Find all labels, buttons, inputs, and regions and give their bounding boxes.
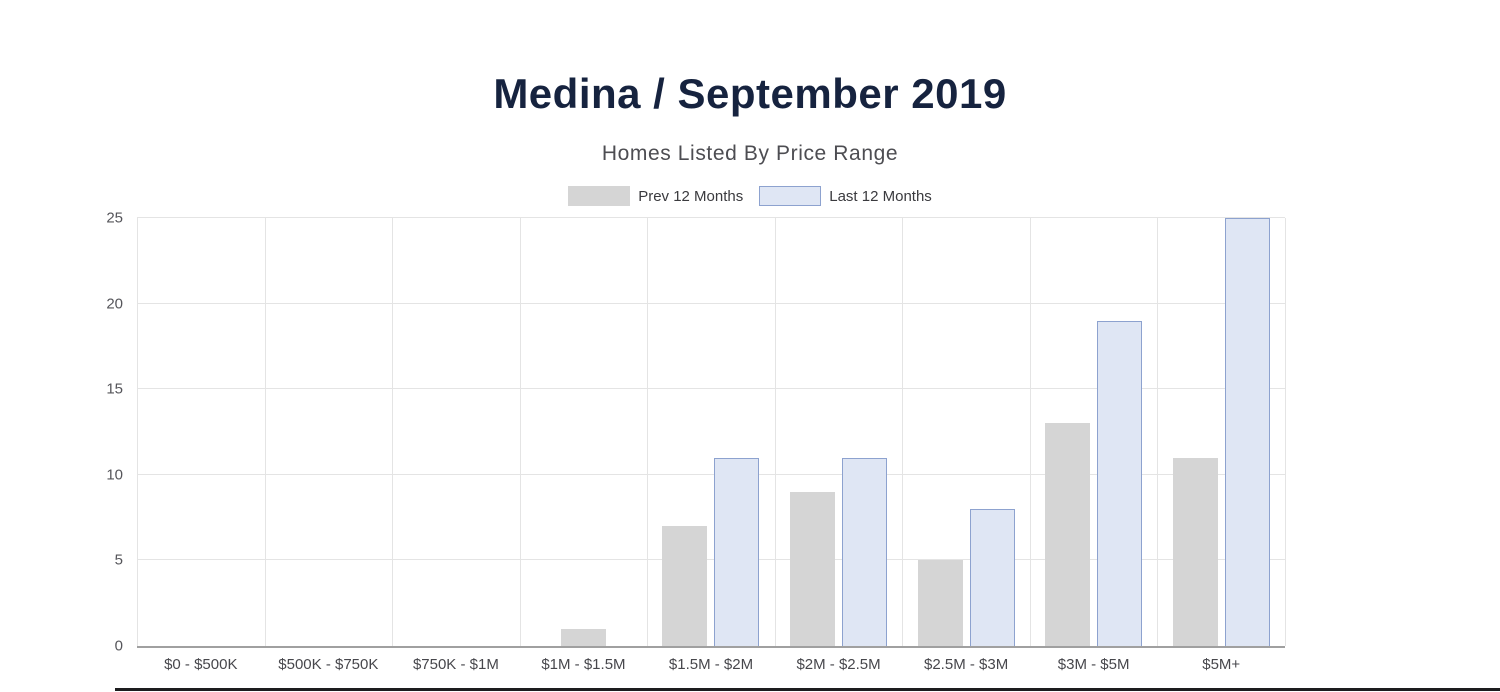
bar-group <box>392 218 520 646</box>
bar-last-12-months <box>1224 218 1270 646</box>
legend-label-prev: Prev 12 Months <box>638 187 744 205</box>
bottom-divider <box>115 688 1500 691</box>
bar-prev-12-months <box>917 560 963 646</box>
h-gridline <box>137 217 1285 218</box>
h-gridline <box>137 388 1285 390</box>
x-axis-label: $5M+ <box>1202 656 1241 673</box>
bar-last-12-months <box>1097 320 1143 646</box>
bar-prev-12-months <box>662 526 708 646</box>
x-axis-label: $1.5M - $2M <box>668 656 754 673</box>
x-axis-label: $750K - $1M <box>412 656 499 673</box>
legend-item-prev-12-months[interactable]: Prev 12 Months <box>568 186 743 206</box>
bar-last-12-months <box>842 457 888 646</box>
v-gridline <box>519 218 521 646</box>
v-gridline <box>1285 218 1286 646</box>
x-axis-label: $2M - $2.5M <box>796 656 881 673</box>
bar-group <box>647 218 775 646</box>
bar-group <box>1157 218 1285 646</box>
v-gridline <box>1157 218 1159 646</box>
h-gridline <box>137 559 1285 561</box>
h-gridline <box>137 302 1285 304</box>
bar-group <box>520 218 648 646</box>
v-gridline <box>1029 218 1031 646</box>
chart-legend: Prev 12 Months Last 12 Months <box>0 186 1500 206</box>
bar-last-12-months <box>714 457 760 646</box>
h-gridline <box>137 473 1285 475</box>
v-gridline <box>647 218 649 646</box>
y-axis-tick-label: 10 <box>106 466 123 484</box>
bar-group <box>137 218 265 646</box>
bar-group <box>902 218 1030 646</box>
bar-group <box>775 218 903 646</box>
bar-prev-12-months <box>790 491 836 646</box>
legend-item-last-12-months[interactable]: Last 12 Months <box>759 186 932 206</box>
y-axis-tick-label: 5 <box>114 551 123 569</box>
bar-prev-12-months <box>1172 457 1218 646</box>
v-gridline <box>392 218 394 646</box>
x-axis-label: $3M - $5M <box>1057 656 1130 673</box>
y-axis-tick-label: 25 <box>106 209 123 227</box>
bar-prev-12-months <box>560 628 606 646</box>
bar-group <box>1030 218 1158 646</box>
chart-subtitle: Homes Listed By Price Range <box>601 142 899 165</box>
plot-area: 0 5 10 15 20 25 $0 - $500K $500K - $750K $750K -… <box>106 211 1286 673</box>
y-axis-tick-label: 15 <box>106 380 123 398</box>
v-gridline <box>774 218 776 646</box>
legend-swatch-last-icon <box>759 186 822 206</box>
y-axis-tick-label: 20 <box>106 295 123 313</box>
bar-last-12-months <box>969 509 1015 646</box>
x-axis-label: $1M - $1.5M <box>541 656 626 673</box>
bar-prev-12-months <box>1045 423 1091 646</box>
bar-group <box>265 218 393 646</box>
x-axis-label: $2.5M - $3M <box>924 656 1009 673</box>
legend-swatch-prev-icon <box>568 186 631 206</box>
x-axis-label: $500K - $750K <box>278 656 379 673</box>
v-gridline <box>137 218 138 646</box>
v-gridline <box>264 218 266 646</box>
chart-title: Medina / September 2019 <box>493 70 1007 117</box>
x-axis-label: $0 - $500K <box>164 656 238 673</box>
v-gridline <box>902 218 904 646</box>
y-axis-tick-label: 0 <box>114 637 123 655</box>
legend-label-last: Last 12 Months <box>829 187 932 205</box>
